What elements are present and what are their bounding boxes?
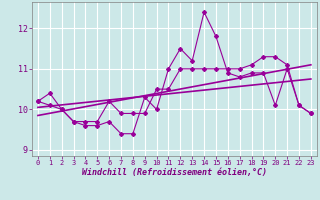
X-axis label: Windchill (Refroidissement éolien,°C): Windchill (Refroidissement éolien,°C)	[82, 168, 267, 177]
